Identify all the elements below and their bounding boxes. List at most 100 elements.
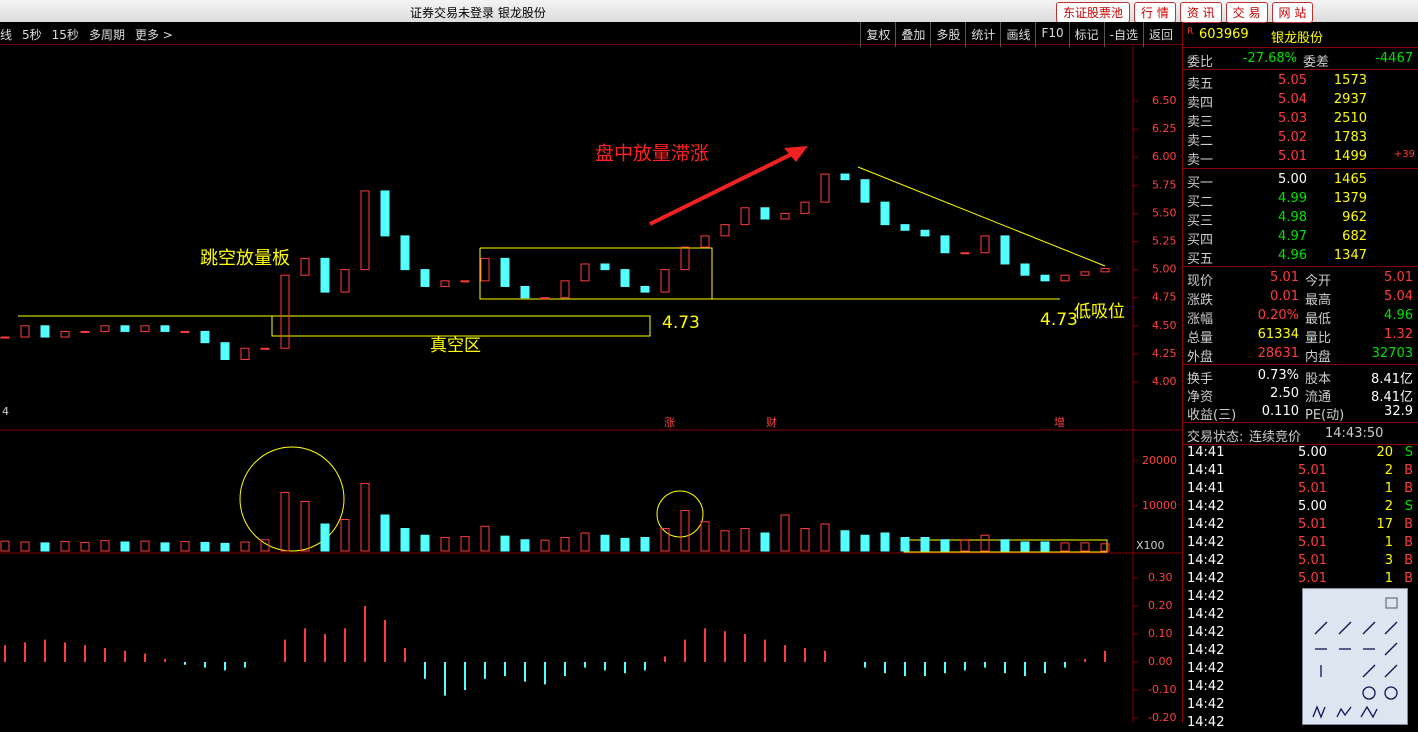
- volume-bar: [460, 536, 470, 552]
- text: 卖五: [1187, 77, 1214, 92]
- candle: [260, 347, 270, 350]
- annotation: 盘中放量滞涨: [595, 143, 709, 165]
- text: 卖二: [1187, 134, 1214, 149]
- candle: [280, 274, 290, 349]
- text: 1.32: [1384, 327, 1413, 342]
- period-button[interactable]: 多周期: [88, 28, 125, 42]
- macd-bar: [1024, 662, 1026, 676]
- top-button[interactable]: 资 讯: [1179, 2, 1222, 23]
- text: 2510: [1333, 111, 1367, 126]
- tick-row: 14:42 5.01 1 B: [1185, 534, 1417, 552]
- annotation: 低吸位: [1074, 302, 1125, 322]
- macd-tick-label: 0.30: [1148, 571, 1173, 584]
- tool-button[interactable]: F10: [1035, 22, 1068, 47]
- candle: [1100, 267, 1110, 273]
- text: 14:42: [1187, 679, 1225, 694]
- macd-bar: [324, 634, 326, 662]
- period-button[interactable]: 线: [0, 28, 13, 42]
- fund-row: 收益(三) 0.110 PE(动) 32.9: [1185, 403, 1417, 423]
- volume-bar: [1040, 541, 1050, 552]
- text: R: [1187, 27, 1194, 37]
- separator: [1183, 168, 1418, 169]
- candle: [760, 207, 770, 220]
- volume-bar: [920, 537, 930, 552]
- tool-button[interactable]: 返回: [1142, 22, 1178, 47]
- candle: [820, 173, 830, 203]
- tool-icons: [1312, 597, 1398, 719]
- fund-row: 换手 0.73% 股本 8.41亿: [1185, 367, 1417, 387]
- top-button[interactable]: 东证股票池: [1056, 2, 1131, 23]
- macd-bar: [164, 659, 166, 662]
- volume-bar: [800, 528, 810, 552]
- candle: [80, 330, 90, 333]
- period-button[interactable]: 5秒: [22, 28, 42, 42]
- tick-row: 14:42: [1185, 624, 1417, 642]
- toolbar-right: 复权 叠加 多股 统计 画线 F10 标记 -自选 返回: [860, 22, 1178, 47]
- stat-row: 总量 61334 量比 1.32: [1185, 326, 1417, 346]
- candle: [540, 297, 550, 300]
- text: 20: [1376, 445, 1393, 460]
- drawing-tools[interactable]: [1302, 588, 1408, 725]
- text: 1: [1384, 481, 1393, 496]
- tool-button[interactable]: 画线: [1000, 22, 1035, 47]
- volume-bar: [720, 530, 730, 552]
- annotation: 跳空放量板: [200, 248, 290, 269]
- volume-bar: [480, 525, 490, 552]
- volume-bar: [380, 514, 390, 552]
- candle: [620, 269, 630, 287]
- price-tick-label: 6.00: [1152, 150, 1177, 163]
- text: 买三: [1187, 214, 1214, 229]
- text: 1379: [1333, 191, 1367, 206]
- candle: [0, 336, 10, 339]
- top-button[interactable]: 交 易: [1225, 2, 1268, 23]
- bid-row: 买四 4.97 682: [1185, 228, 1417, 248]
- event-mark: 涨: [664, 416, 675, 429]
- macd-bar: [544, 662, 546, 685]
- text: -27.68%: [1242, 51, 1297, 66]
- corner-label: 4: [2, 405, 9, 418]
- tick-row: 14:42: [1185, 660, 1417, 678]
- text: 14:42: [1187, 535, 1225, 550]
- tool-button[interactable]: -自选: [1103, 22, 1143, 47]
- tick-row: 14:42: [1185, 696, 1417, 714]
- tool-button[interactable]: 叠加: [895, 22, 930, 47]
- volume-bar: [700, 521, 710, 552]
- tool-button[interactable]: 统计: [965, 22, 1000, 47]
- candle: [720, 224, 730, 237]
- period-button[interactable]: 15秒: [51, 28, 79, 42]
- tick-row: 14:41 5.00 20 S: [1185, 444, 1417, 462]
- macd-bar: [64, 642, 66, 662]
- text: 4.97: [1278, 229, 1307, 244]
- stat-row: 现价 5.01 今开 5.01: [1185, 269, 1417, 289]
- volume-bar: [1020, 541, 1030, 552]
- text: 14:42: [1187, 499, 1225, 514]
- volume-bar: [160, 542, 170, 552]
- macd-bar: [584, 662, 586, 668]
- top-button[interactable]: 行 情: [1134, 2, 1176, 23]
- arrow-head: [784, 146, 808, 162]
- text: S: [1404, 499, 1413, 514]
- macd-bar: [704, 628, 706, 662]
- text: 4.96: [1384, 308, 1413, 323]
- volume-bar: [900, 537, 910, 552]
- text: 5.03: [1278, 111, 1307, 126]
- event-mark: 增: [1054, 415, 1065, 429]
- tool-button[interactable]: 标记: [1068, 22, 1104, 47]
- tool-button[interactable]: 复权: [860, 22, 895, 47]
- text: 1499: [1333, 149, 1367, 164]
- status-row: 交易状态: 连续竞价 14:43:50: [1185, 425, 1417, 445]
- macd-bar: [624, 662, 626, 674]
- text: B: [1404, 481, 1413, 496]
- volume-bar: [1000, 539, 1010, 552]
- macd-bar: [104, 648, 106, 662]
- macd-bar: [944, 662, 946, 674]
- separator: [1183, 47, 1418, 48]
- tool-button[interactable]: 多股: [930, 22, 965, 47]
- candle: [960, 252, 970, 255]
- top-button[interactable]: 网 站: [1271, 2, 1314, 23]
- period-button[interactable]: 更多 >: [134, 28, 173, 42]
- tick-row: 14:42 5.01 17 B: [1185, 516, 1417, 534]
- macd-bar: [284, 639, 286, 662]
- candle: [380, 190, 390, 237]
